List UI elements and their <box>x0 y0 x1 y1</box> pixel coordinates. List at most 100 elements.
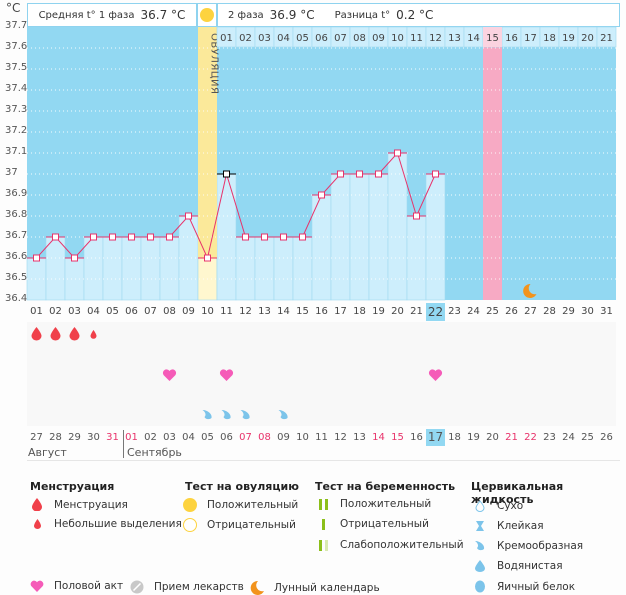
temp-bar <box>235 236 256 301</box>
legend-label: Сухо <box>497 500 524 512</box>
legend-ovulation-positive: Положительный <box>181 498 298 512</box>
calendar-date[interactable]: 16 <box>410 432 423 443</box>
calendar-date[interactable]: 10 <box>296 432 309 443</box>
cycle-day-label[interactable]: 21 <box>410 306 423 317</box>
legend-label: Половой акт <box>54 580 124 592</box>
calendar-date[interactable]: 12 <box>334 432 347 443</box>
legend-cervical-dry: Сухо <box>471 500 523 512</box>
legend-label: Положительный <box>340 498 432 510</box>
legend-label: Отрицательный <box>207 519 296 531</box>
calendar-date[interactable]: 04 <box>182 432 195 443</box>
legend-moon: Лунный календарь <box>248 580 380 595</box>
legend-cervical-title: Цервикальная жидкость <box>471 480 564 506</box>
sticky-icon <box>476 521 484 531</box>
temperature-point <box>299 233 306 241</box>
cycle-day-label[interactable]: 18 <box>353 306 366 317</box>
creamy-icon <box>475 541 485 551</box>
cycle-day-label[interactable]: 31 <box>600 306 613 317</box>
cycle-day-label[interactable]: 17 <box>334 306 347 317</box>
calendar-date[interactable]: 01 <box>125 432 138 443</box>
cycle-day-label[interactable]: 19 <box>372 306 385 317</box>
cycle-day-label[interactable]: 12 <box>239 306 252 317</box>
cycle-day-label[interactable]: 15 <box>296 306 309 317</box>
cycle-day-label[interactable]: 04 <box>87 306 100 317</box>
calendar-date[interactable]: 23 <box>543 432 556 443</box>
markers-area <box>27 322 616 426</box>
temperature-point <box>109 233 116 241</box>
cycle-day-label[interactable]: 01 <box>30 306 43 317</box>
calendar-date[interactable]: 08 <box>258 432 271 443</box>
cycle-day-label[interactable]: 26 <box>505 306 518 317</box>
temperature-point <box>166 233 173 241</box>
cycle-day-label[interactable]: 25 <box>486 306 499 317</box>
small-drop-icon <box>90 330 97 339</box>
legend-ovulation-title: Тест на овуляцию <box>185 480 299 493</box>
legend-label: Клейкая <box>497 520 544 532</box>
cycle-day-label[interactable]: 03 <box>68 306 81 317</box>
cycle-day-label[interactable]: 27 <box>524 306 537 317</box>
cycle-day-label[interactable]: 24 <box>467 306 480 317</box>
calendar-date[interactable]: 27 <box>30 432 43 443</box>
calendar-date[interactable]: 06 <box>220 432 233 443</box>
cycle-day-label[interactable]: 11 <box>220 306 233 317</box>
month-separator <box>123 430 124 458</box>
calendar-date[interactable]: 03 <box>163 432 176 443</box>
temperature-point <box>33 254 40 262</box>
y-tick-label: 36.7 <box>5 230 28 241</box>
moon-icon <box>250 580 264 595</box>
cycle-day-label[interactable]: 06 <box>125 306 138 317</box>
legend-cervical-creamy: Кремообразная <box>471 540 583 552</box>
temperature-point <box>337 170 344 178</box>
cycle-day-label[interactable]: 23 <box>448 306 461 317</box>
two-lines-icon <box>314 498 332 510</box>
legend-pregnancy-weak: Слабоположительный <box>314 539 464 551</box>
cycle-day-label[interactable]: 10 <box>201 306 214 317</box>
cycle-day-label[interactable]: 08 <box>163 306 176 317</box>
calendar-date[interactable]: 26 <box>600 432 613 443</box>
legend-cervical-watery: Водянистая <box>471 560 563 572</box>
calendar-date[interactable]: 31 <box>106 432 119 443</box>
cycle-day-label[interactable]: 02 <box>49 306 62 317</box>
calendar-date[interactable]: 14 <box>372 432 385 443</box>
calendar-date[interactable]: 19 <box>467 432 480 443</box>
phase2-day-label: 19 <box>562 33 575 44</box>
calendar-date[interactable]: 09 <box>277 432 290 443</box>
calendar-date[interactable]: 07 <box>239 432 252 443</box>
cycle-day-label[interactable]: 29 <box>562 306 575 317</box>
unit-label: °C <box>6 1 21 15</box>
legend-ovulation-negative: Отрицательный <box>181 518 296 532</box>
cycle-day-label[interactable]: 16 <box>315 306 328 317</box>
cycle-day-label[interactable]: 09 <box>182 306 195 317</box>
calendar-date[interactable]: 29 <box>68 432 81 443</box>
phase2-day-label: 20 <box>581 33 594 44</box>
cycle-day-label[interactable]: 07 <box>144 306 157 317</box>
calendar-date[interactable]: 21 <box>505 432 518 443</box>
cycle-day-label[interactable]: 05 <box>106 306 119 317</box>
cycle-day-label[interactable]: 13 <box>258 306 271 317</box>
calendar-date[interactable]: 15 <box>391 432 404 443</box>
calendar-date[interactable]: 18 <box>448 432 461 443</box>
calendar-date[interactable]: 25 <box>581 432 594 443</box>
calendar-date[interactable]: 30 <box>87 432 100 443</box>
temperature-point <box>413 212 420 220</box>
calendar-date[interactable]: 11 <box>315 432 328 443</box>
phase2-day-label: 05 <box>296 33 309 44</box>
cycle-day-label[interactable]: 22 <box>426 303 445 321</box>
calendar-date[interactable]: 24 <box>562 432 575 443</box>
calendar-date[interactable]: 13 <box>353 432 366 443</box>
calendar-date[interactable]: 02 <box>144 432 157 443</box>
calendar-date[interactable]: 17 <box>426 429 445 446</box>
diff-label: Разница t° <box>334 9 391 21</box>
cycle-day-label[interactable]: 14 <box>277 306 290 317</box>
calendar-date[interactable]: 20 <box>486 432 499 443</box>
temp-bar <box>140 236 161 301</box>
y-tick-label: 37.3 <box>5 104 28 115</box>
calendar-date[interactable]: 28 <box>49 432 62 443</box>
calendar-date[interactable]: 22 <box>524 432 537 443</box>
legend-label: Прием лекарств <box>154 581 244 593</box>
phase2-day-label: 12 <box>429 33 442 44</box>
calendar-date[interactable]: 05 <box>201 432 214 443</box>
cycle-day-label[interactable]: 20 <box>391 306 404 317</box>
cycle-day-label[interactable]: 28 <box>543 306 556 317</box>
cycle-day-label[interactable]: 30 <box>581 306 594 317</box>
